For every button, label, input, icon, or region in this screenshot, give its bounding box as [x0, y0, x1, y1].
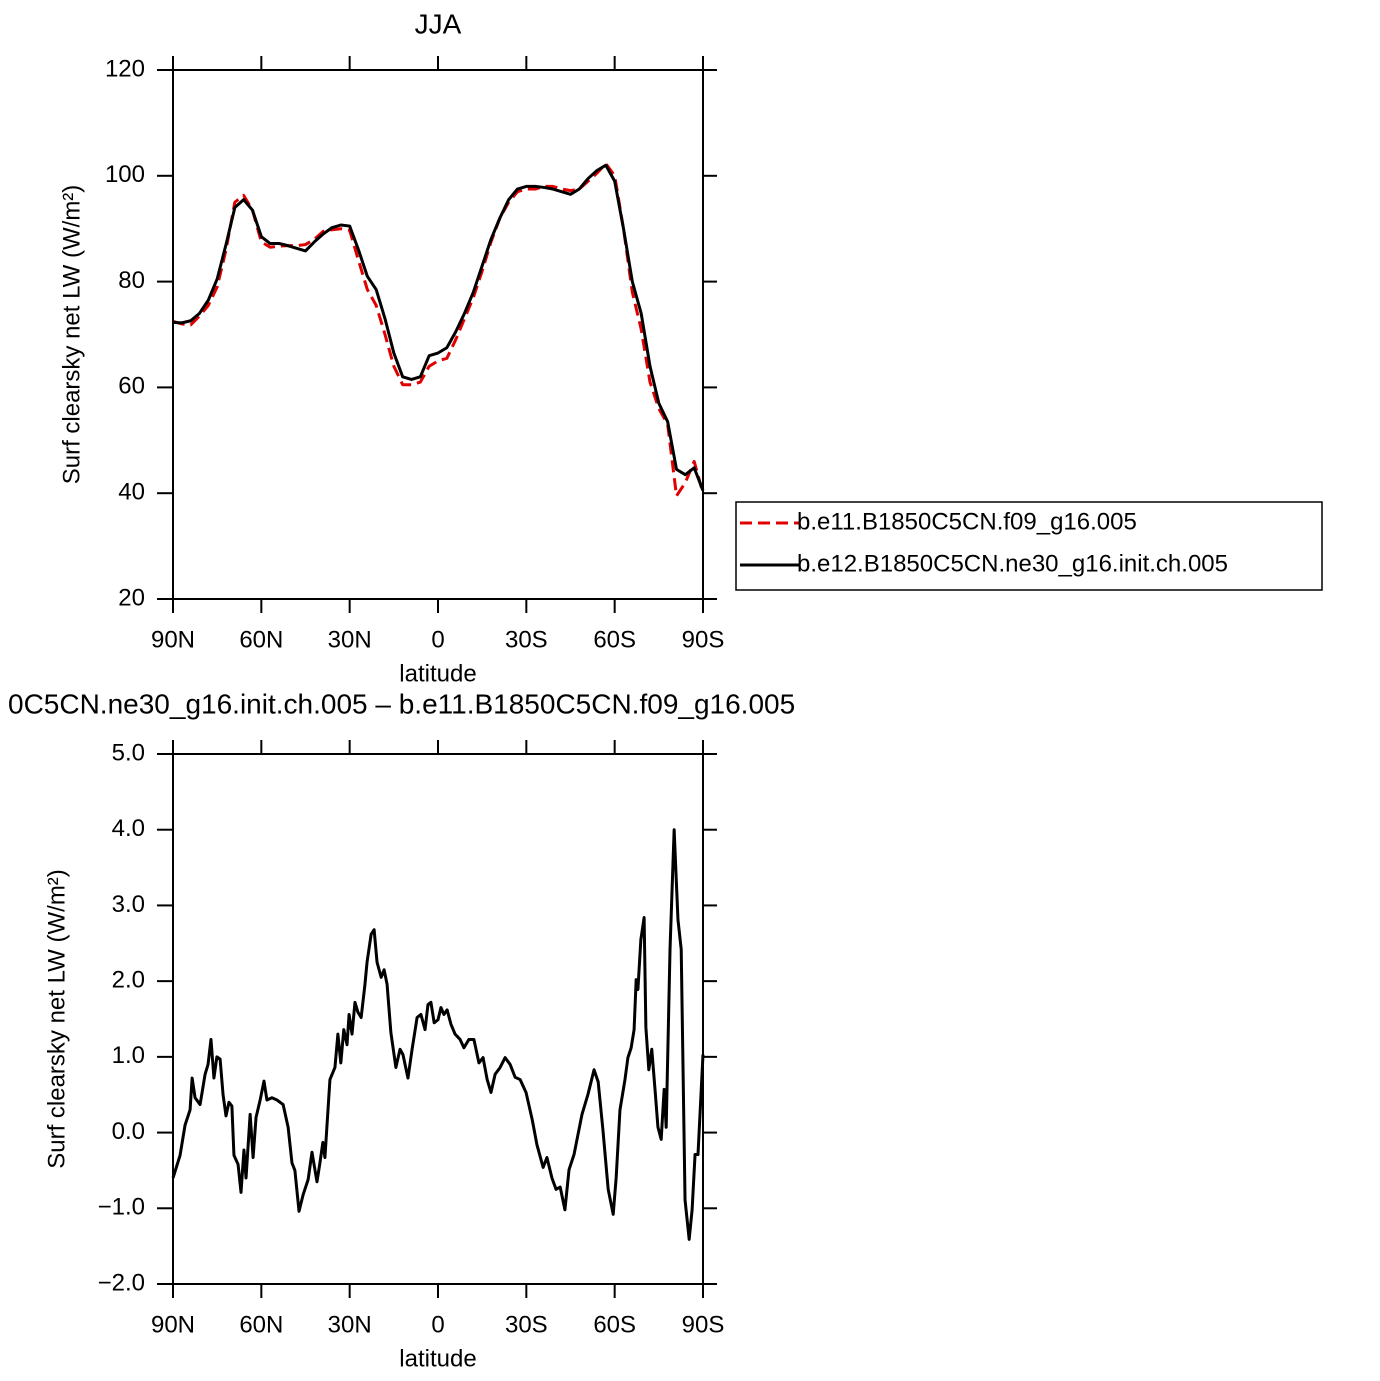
- y-tick-label: 80: [118, 267, 145, 294]
- x-tick-label: 30N: [328, 1311, 372, 1338]
- y-tick-label: 40: [118, 479, 145, 506]
- y-tick-label: −1.0: [98, 1194, 145, 1221]
- x-tick-label: 60S: [593, 1311, 636, 1338]
- x-axis-label: latitude: [399, 660, 476, 687]
- y-tick-label: 60: [118, 373, 145, 400]
- y-axis-label: Surf clearsky net LW (W/m²): [43, 869, 70, 1169]
- plot-frame: [172, 69, 704, 600]
- x-tick-label: 30S: [505, 626, 548, 653]
- x-tick-label: 0: [431, 1311, 444, 1338]
- plot-frame: [172, 753, 704, 1285]
- x-tick-label: 60N: [239, 1311, 283, 1338]
- chart-title: 0C5CN.ne30_g16.init.ch.005 – b.e11.B1850…: [8, 688, 795, 719]
- y-tick-label: 20: [118, 584, 145, 611]
- x-tick-label: 60S: [593, 626, 636, 653]
- x-tick-label: 90N: [151, 1311, 195, 1338]
- y-tick-label: −2.0: [98, 1269, 145, 1296]
- y-tick-label: 5.0: [112, 739, 145, 766]
- legend-label: b.e11.B1850C5CN.f09_g16.005: [797, 508, 1137, 535]
- y-tick-label: 100: [105, 161, 145, 188]
- y-tick-label: 2.0: [112, 966, 145, 993]
- legend-box: [735, 501, 1323, 591]
- x-tick-label: 90S: [682, 1311, 725, 1338]
- x-tick-label: 60N: [239, 626, 283, 653]
- y-tick-label: 120: [105, 55, 145, 82]
- y-tick-label: 4.0: [112, 815, 145, 842]
- x-tick-label: 90S: [682, 626, 725, 653]
- x-tick-label: 90N: [151, 626, 195, 653]
- chart-title: JJA: [415, 8, 462, 39]
- x-axis-label: latitude: [399, 1345, 476, 1372]
- x-tick-label: 0: [431, 626, 444, 653]
- data-line: [171, 828, 705, 1241]
- data-line: [172, 163, 705, 492]
- y-tick-label: 3.0: [112, 891, 145, 918]
- y-axis-label: Surf clearsky net LW (W/m²): [58, 185, 85, 485]
- y-tick-label: 1.0: [112, 1042, 145, 1069]
- legend-label: b.e12.B1850C5CN.ne30_g16.init.ch.005: [797, 550, 1228, 577]
- x-tick-label: 30N: [328, 626, 372, 653]
- y-tick-label: 0.0: [112, 1118, 145, 1145]
- x-tick-label: 30S: [505, 1311, 548, 1338]
